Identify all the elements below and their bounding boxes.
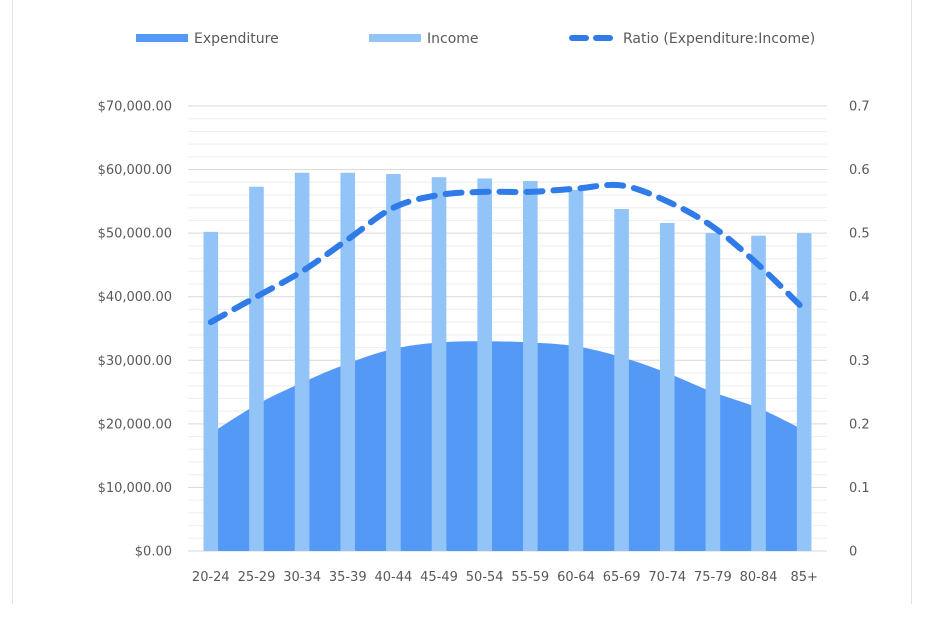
income-bar-70-74 [659, 222, 675, 551]
left-tick-label: $40,000.00 [98, 290, 172, 305]
x-tick-label: 35-39 [329, 570, 367, 585]
legend-label-expenditure: Expenditure [194, 31, 279, 47]
x-tick-label: 85+ [790, 570, 817, 585]
income-bar-60-64 [568, 189, 584, 551]
left-tick-label: $50,000.00 [98, 227, 172, 242]
left-tick-label: $30,000.00 [98, 354, 172, 369]
left-tick-label: $60,000.00 [98, 163, 172, 178]
x-tick-label: 80-84 [740, 570, 778, 585]
right-tick-label: 0.6 [849, 163, 870, 178]
income-bar-30-34 [294, 172, 310, 551]
left-tick-label: $0.00 [135, 545, 172, 560]
x-tick-label: 65-69 [603, 570, 641, 585]
legend-swatch-income [369, 34, 421, 42]
income-bar-50-54 [477, 178, 492, 551]
x-tick-label: 25-29 [238, 570, 276, 585]
income-bar-75-79 [705, 233, 721, 551]
right-axis-ticks: 0 0.1 0.2 0.3 0.4 0.5 0.6 0.7 [849, 100, 870, 560]
x-tick-label: 30-34 [283, 570, 321, 585]
income-bar-20-24 [203, 231, 219, 551]
income-bar-35-39 [340, 172, 356, 551]
x-tick-label: 50-54 [466, 570, 504, 585]
right-tick-label: 0.4 [849, 290, 870, 305]
legend-label-ratio: Ratio (Expenditure:Income) [623, 31, 815, 47]
legend-swatch-expenditure [136, 34, 188, 42]
left-tick-label: $10,000.00 [98, 481, 172, 496]
right-tick-label: 0.1 [849, 481, 870, 496]
x-axis-ticks: 20-24 25-29 30-34 35-39 40-44 45-49 50-54 55-59… [192, 570, 818, 585]
x-tick-label: 40-44 [375, 570, 413, 585]
income-bar-65-69 [614, 208, 629, 551]
right-tick-label: 0.2 [849, 417, 870, 432]
left-tick-label: $20,000.00 [98, 417, 172, 432]
income-bars-layer [203, 172, 812, 551]
income-bar-55-59 [523, 181, 538, 551]
right-tick-label: 0.7 [849, 100, 870, 115]
x-tick-label: 75-79 [694, 570, 732, 585]
income-bar-80-84 [751, 235, 766, 551]
legend-label-income: Income [427, 31, 479, 47]
income-bar-25-29 [249, 186, 264, 551]
x-tick-label: 20-24 [192, 570, 230, 585]
legend: Expenditure Income Ratio (Expenditure:Inco… [136, 31, 815, 47]
chart-frame [12, 0, 912, 604]
x-tick-label: 55-59 [511, 570, 549, 585]
ratio-line-layer [207, 181, 808, 326]
x-tick-label: 45-49 [420, 570, 458, 585]
x-tick-label: 70-74 [648, 570, 686, 585]
expenditure-area [210, 341, 805, 551]
ratio-line [207, 181, 808, 326]
x-tick-label: 60-64 [557, 570, 595, 585]
income-bar-40-44 [386, 174, 401, 551]
right-tick-label: 0 [849, 545, 857, 560]
right-tick-label: 0.3 [849, 354, 870, 369]
expenditure-area-layer [210, 341, 805, 551]
right-tick-label: 0.5 [849, 227, 870, 242]
income-bar-85+ [796, 233, 812, 551]
income-bar-45-49 [431, 177, 447, 551]
left-axis-ticks: $0.00 $10,000.00 $20,000.00 $30,000.00 $40,0… [98, 100, 172, 560]
left-tick-label: $70,000.00 [98, 100, 172, 115]
